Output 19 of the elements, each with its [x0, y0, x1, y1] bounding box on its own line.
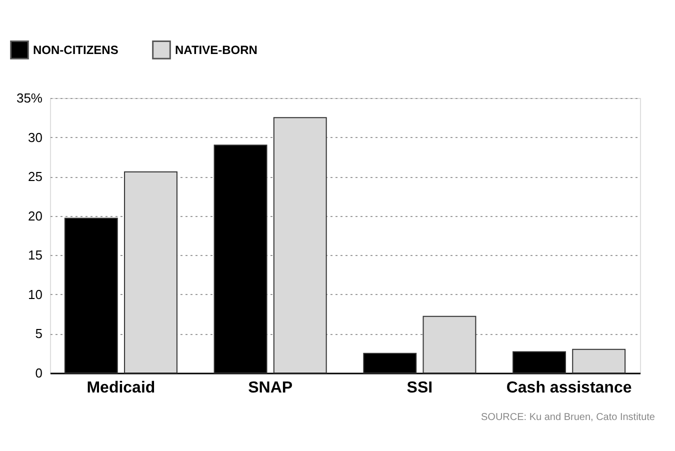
source-note: SOURCE: Ku and Bruen, Cato Institute [481, 412, 656, 423]
bar [124, 171, 178, 374]
y-tick-label: 10 [28, 286, 42, 302]
legend-label: NON-CITIZENS [33, 42, 118, 57]
y-tick-label: 30 [28, 130, 42, 145]
x-tick-label: Cash assistance [506, 380, 632, 396]
bar [273, 117, 327, 374]
y-tick-label: 20 [28, 208, 42, 224]
y-tick-label: 35% [16, 90, 43, 106]
y-tick-label: 25 [28, 169, 42, 184]
y-tick-label: 15 [28, 248, 42, 263]
bar [422, 316, 476, 374]
y-tick-label: 5 [35, 326, 42, 342]
x-tick-label: SNAP [248, 380, 293, 396]
x-tick-label: Medicaid [86, 380, 156, 396]
bar [572, 348, 626, 374]
x-tick-label: SSI [406, 380, 433, 396]
legend-label: NATIVE-BORN [175, 42, 258, 57]
y-tick-label: 0 [35, 366, 42, 380]
